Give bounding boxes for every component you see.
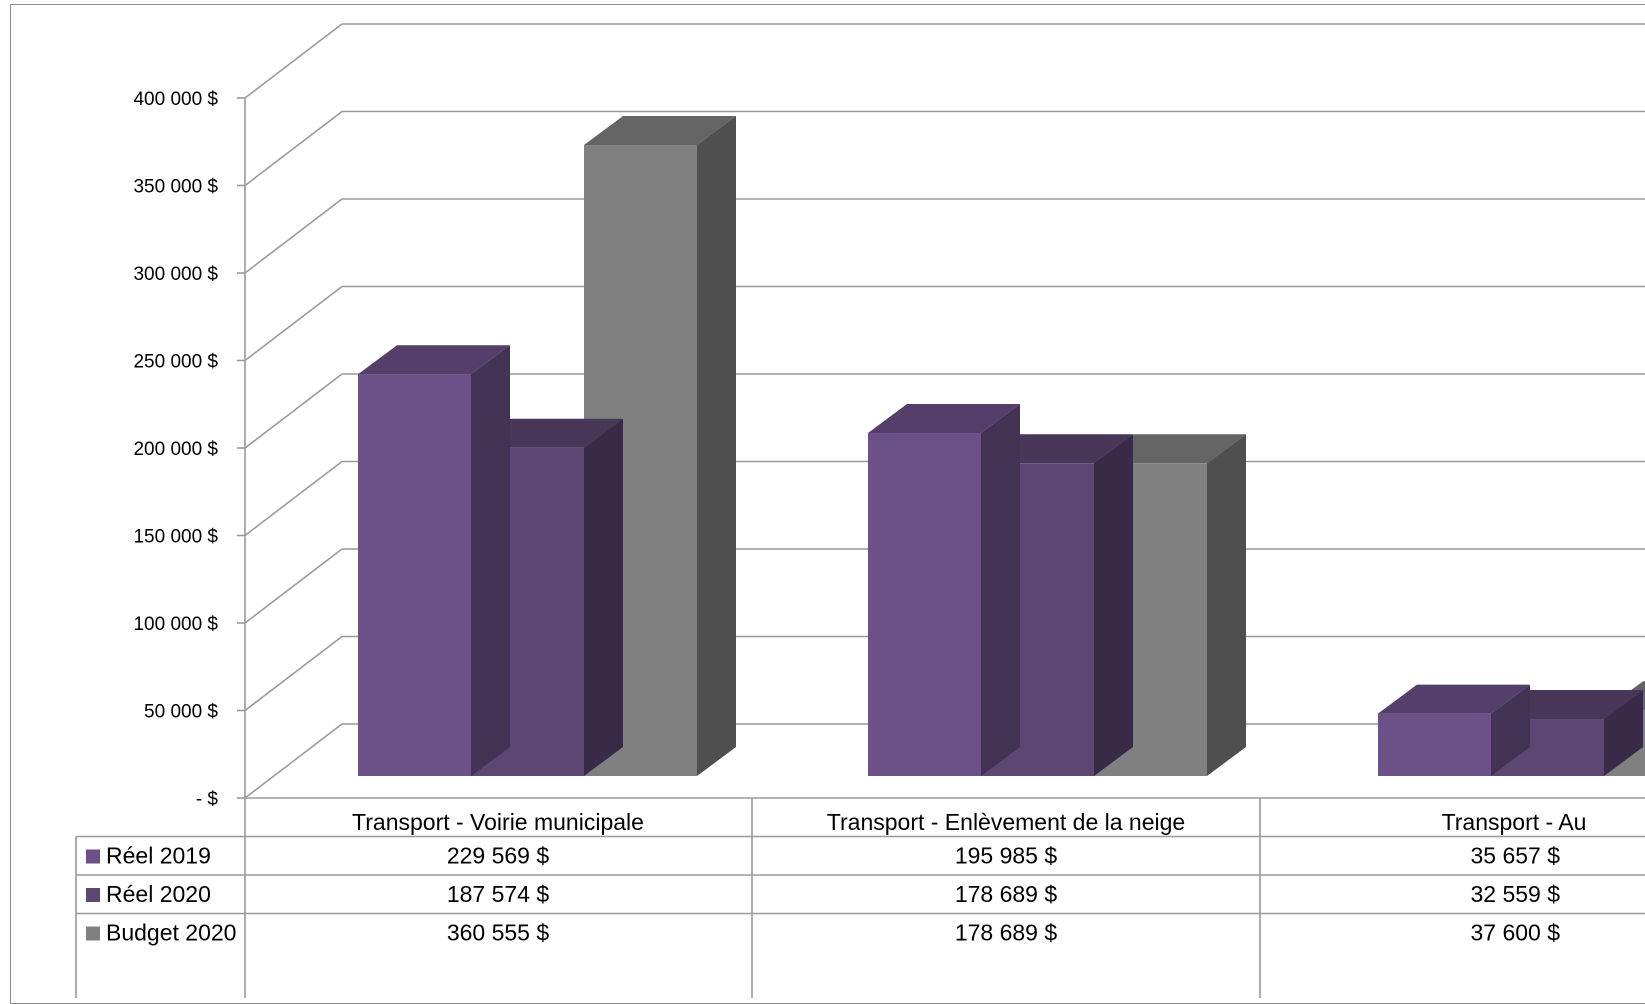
side-gridline [244, 198, 343, 274]
category-label: Transport - Enlèvement de la neige [827, 809, 1185, 835]
y-tick-label: 50 000 $ [144, 702, 218, 723]
y-tick-label: 300 000 $ [133, 264, 218, 285]
bar-side [471, 345, 510, 776]
bar-side [1094, 434, 1133, 776]
bar-side [1207, 434, 1246, 776]
y-tick-label: 150 000 $ [133, 527, 218, 548]
y-tick-label: - $ [196, 789, 219, 810]
side-gridline [244, 285, 343, 362]
bar-front [1378, 713, 1491, 776]
legend-label: Budget 2020 [106, 920, 236, 946]
y-tick-label: 250 000 $ [133, 352, 218, 373]
side-gridline [244, 110, 343, 187]
bar-side [1491, 684, 1530, 776]
legend-key [86, 849, 100, 864]
side-gridline [244, 723, 343, 799]
bar-side [1604, 690, 1643, 776]
bar-top [1378, 684, 1530, 714]
data-table-cell: 32 559 $ [1470, 881, 1560, 907]
bar-side [697, 116, 736, 776]
legend-key [86, 888, 100, 902]
side-gridline [244, 635, 343, 712]
legend-key [86, 926, 100, 941]
bar-front [868, 433, 981, 776]
category-label: Transport - Voirie municipale [352, 809, 644, 835]
bar-side [584, 418, 623, 776]
data-table-cell: 35 657 $ [1470, 843, 1560, 869]
bar-front [358, 374, 471, 776]
data-table-cell: 178 689 $ [955, 881, 1058, 907]
legend-label: Réel 2019 [106, 843, 211, 869]
side-gridline [244, 548, 343, 624]
data-table-cell: 187 574 $ [447, 881, 550, 907]
side-gridline [244, 373, 343, 449]
bar-side [981, 404, 1020, 776]
data-table-cell: 229 569 $ [447, 843, 550, 869]
bar-top [358, 345, 510, 375]
side-gridline [244, 23, 343, 99]
data-table-cell: 178 689 $ [955, 920, 1058, 946]
y-tick-label: 400 000 $ [133, 89, 218, 110]
y-tick-label: 350 000 $ [133, 177, 218, 198]
data-table-cell: 360 555 $ [447, 920, 550, 946]
bar-top [868, 404, 1020, 434]
legend-label: Réel 2020 [106, 881, 211, 907]
data-table-cell: 195 985 $ [955, 843, 1058, 869]
bar-top [584, 116, 736, 146]
y-tick-label: 200 000 $ [133, 439, 218, 460]
side-gridline [244, 460, 343, 537]
y-tick-label: 100 000 $ [133, 614, 218, 635]
data-table-cell: 37 600 $ [1470, 920, 1560, 946]
category-label: Transport - Au [1442, 809, 1587, 835]
